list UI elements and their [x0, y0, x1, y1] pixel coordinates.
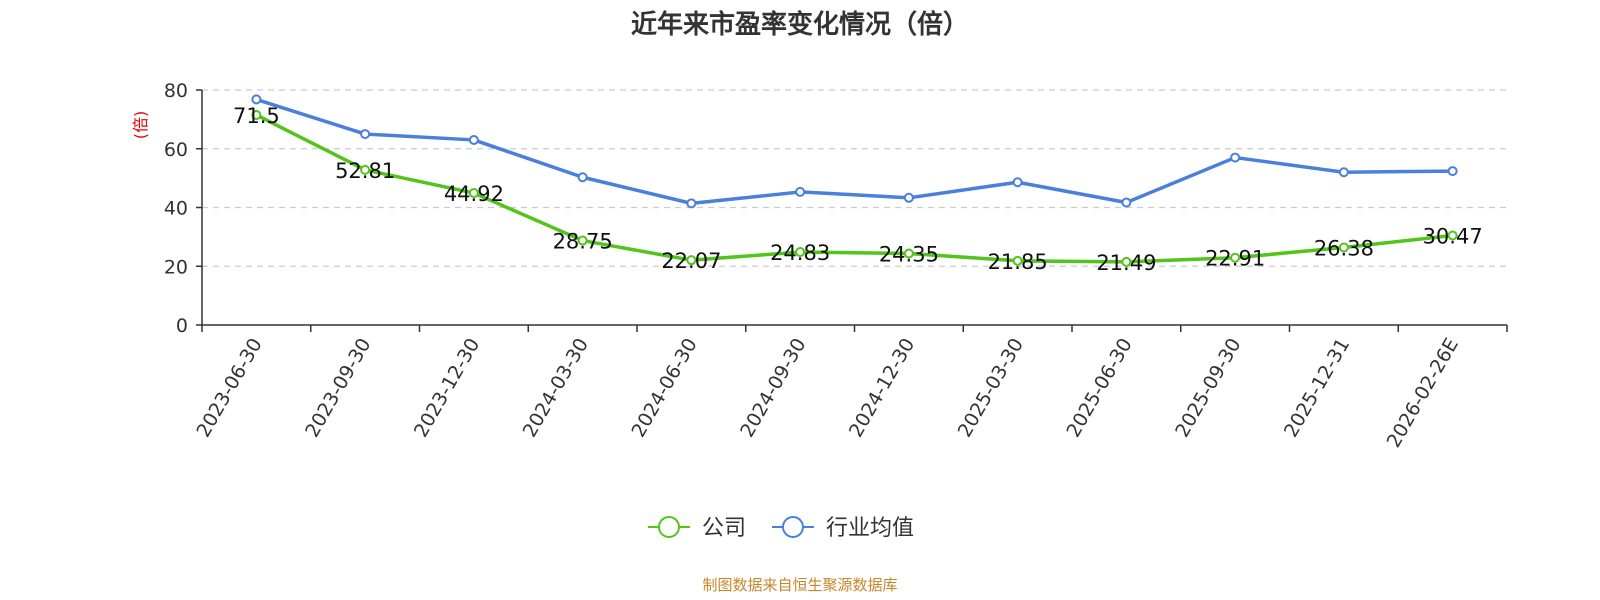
- source-note: 制图数据来自恒生聚源数据库: [702, 576, 897, 594]
- data-point: [577, 172, 588, 183]
- data-point: [251, 109, 262, 120]
- data-label: 22.91: [1205, 247, 1265, 271]
- data-label: 30.47: [1423, 224, 1483, 248]
- y-tick-label: 80: [164, 80, 188, 102]
- data-point: [795, 186, 806, 197]
- y-axis-unit-label: (倍): [131, 111, 150, 140]
- y-tick-label: 40: [164, 198, 188, 220]
- series-line: [255, 97, 1453, 206]
- data-point: [468, 188, 479, 199]
- chart-title: 近年来市盈率变化情况（倍）: [631, 9, 969, 40]
- x-tick-label: 2023-12-30: [410, 335, 484, 442]
- data-point: [1338, 242, 1349, 253]
- x-tick-label: 2023-06-30: [192, 335, 266, 442]
- series-line: [255, 113, 1453, 264]
- data-point: [903, 248, 914, 259]
- data-point: [1012, 177, 1023, 188]
- data-label: 71.5: [233, 104, 280, 128]
- data-labels: 71.5 52.81 44.92 28.75 22.07 24.83 24.35 21.85 2…: [233, 104, 1483, 275]
- data-point: [1230, 152, 1241, 163]
- data-point: [1230, 252, 1241, 263]
- data-point: [1447, 230, 1458, 241]
- data-label: 44.92: [444, 182, 504, 206]
- data-label: 22.07: [661, 249, 721, 273]
- legend: 公司 行业均值: [648, 516, 914, 541]
- data-point: [686, 198, 697, 209]
- data-point: [360, 164, 371, 175]
- legend-label: 公司: [702, 516, 746, 541]
- data-point: [251, 94, 262, 105]
- data-point: [577, 235, 588, 246]
- data-point: [1447, 166, 1458, 177]
- data-point: [360, 129, 371, 140]
- x-tick-label: 2024-06-30: [627, 335, 701, 442]
- data-point: [686, 255, 697, 266]
- data-point: [1338, 167, 1349, 178]
- data-point: [1012, 255, 1023, 266]
- series-lines: [251, 94, 1458, 267]
- data-label: 21.49: [1096, 251, 1156, 275]
- x-tick-label: 2026-02-26E: [1383, 335, 1463, 452]
- data-point: [903, 192, 914, 203]
- data-point: [468, 134, 479, 145]
- x-tick-label: 2023-09-30: [301, 335, 375, 442]
- legend-swatch-marker: [658, 516, 680, 538]
- x-tick-label: 2025-12-31: [1280, 335, 1354, 442]
- x-tick-label: 2024-03-30: [519, 335, 593, 442]
- data-point: [795, 247, 806, 258]
- x-tick-label: 2025-09-30: [1171, 335, 1245, 442]
- x-tick-label: 2025-06-30: [1062, 335, 1136, 442]
- data-label: 24.83: [770, 241, 830, 265]
- legend-label: 行业均值: [826, 516, 914, 541]
- y-tick-label: 20: [164, 256, 188, 278]
- legend-swatch-marker: [782, 516, 804, 538]
- data-label: 26.38: [1314, 237, 1374, 261]
- data-label: 21.85: [988, 250, 1048, 274]
- data-label: 28.75: [553, 230, 613, 254]
- data-point: [1121, 197, 1132, 208]
- x-tick-label: 2024-09-30: [736, 335, 810, 442]
- data-point: [1121, 256, 1132, 267]
- y-tick-label: 60: [164, 139, 188, 161]
- data-label: 52.81: [335, 159, 395, 183]
- data-label: 24.35: [879, 242, 939, 266]
- gridlines: [202, 89, 1507, 267]
- x-tick-label: 2024-12-30: [845, 335, 919, 442]
- x-tick-label: 2025-03-30: [954, 335, 1028, 442]
- y-tick-label: 0: [176, 315, 188, 337]
